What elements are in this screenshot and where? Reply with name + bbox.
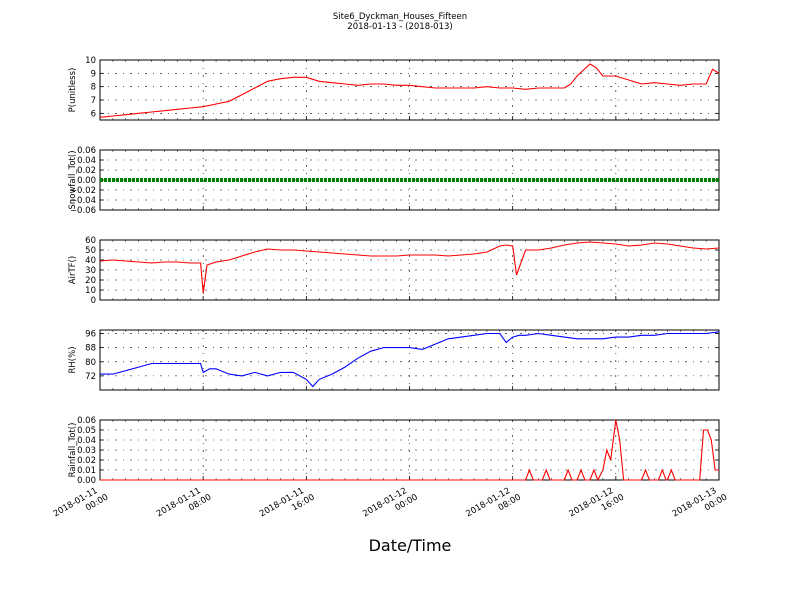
y-tick-label: 80 [85, 358, 96, 368]
y-tick-label: 6 [91, 109, 96, 119]
y-axis-label: Snowfall_Tot() [68, 150, 78, 209]
y-tick-label: 0.04 [77, 436, 96, 446]
y-tick-label: 0.00 [77, 176, 96, 186]
panels: 678910P(unitless)0.060.040.020.00−0.02−0… [68, 56, 720, 486]
y-tick-label: 0 [91, 296, 96, 306]
y-tick-label: 10 [85, 56, 96, 66]
y-tick-label: 0.06 [77, 146, 96, 156]
panel-1: 6 7 8 9 10 P(unitless) [68, 56, 720, 121]
y-tick-label: 30 [85, 266, 96, 276]
y-axis-label: P(unitless) [68, 68, 78, 113]
y-tick-label: −0.04 [70, 196, 96, 206]
y-tick-label: 0.00 [77, 476, 96, 486]
y-tick-label: 0.02 [77, 456, 96, 466]
y-axis-label: RH(%) [68, 346, 78, 373]
y-tick-label: 0.01 [77, 466, 96, 476]
x-tick-label: 2018-01-1208:00 [464, 483, 522, 529]
panel-4: 96 88 80 72 RH(%) [68, 329, 720, 391]
series-line [100, 419, 719, 482]
y-tick-label: −0.02 [70, 186, 96, 196]
y-tick-label: 0.06 [77, 416, 96, 426]
y-tick-label: 9 [91, 69, 96, 79]
y-tick-label: 72 [85, 372, 96, 382]
y-axis-label: Rainfall_Tot() [68, 423, 78, 478]
y-tick-label: 40 [85, 256, 96, 266]
chart-title: Site6_Dyckman_Houses_Fifteen [333, 12, 467, 22]
series-line [100, 331, 720, 388]
x-tick-label: 2018-01-1300:00 [671, 483, 729, 529]
x-tick-label: 2018-01-1216:00 [568, 483, 626, 529]
y-tick-label: 96 [85, 330, 96, 340]
y-tick-label: 60 [85, 236, 96, 246]
panel-5: 0.060.050.040.030.020.010.00Rainfall_Tot… [68, 416, 720, 486]
y-tick-label: 50 [85, 246, 96, 256]
x-tick-label: 2018-01-1200:00 [361, 483, 419, 529]
y-tick-label: 0.02 [77, 166, 96, 176]
x-tick-label: 2018-01-1116:00 [258, 483, 316, 529]
series-line [99, 241, 720, 294]
y-tick-label: 20 [85, 276, 96, 286]
y-axis-label: AirTF() [68, 256, 78, 284]
y-tick-label: 10 [85, 286, 96, 296]
y-tick-label: 88 [85, 344, 96, 354]
series-line [99, 63, 720, 118]
chart-subtitle: 2018-01-13 - (2018-013) [347, 22, 452, 32]
y-tick-label: 0.03 [77, 446, 96, 456]
y-tick-label: 0.04 [77, 156, 96, 166]
x-tick-labels: 2018-01-1100:00 2018-01-1108:00 2018-01-11… [52, 483, 729, 529]
y-tick-label: 0.05 [77, 426, 96, 436]
x-tick-label: 2018-01-1108:00 [155, 483, 213, 529]
x-tick-label: 2018-01-1100:00 [52, 483, 110, 529]
panel-2: 0.060.040.020.00−0.02−0.04−0.06Snowfall_… [68, 146, 720, 216]
x-axis-label: Date/Time [369, 536, 452, 555]
y-tick-label: −0.06 [70, 206, 96, 216]
y-tick-label: 8 [91, 83, 96, 93]
y-tick-label: 7 [91, 96, 96, 106]
